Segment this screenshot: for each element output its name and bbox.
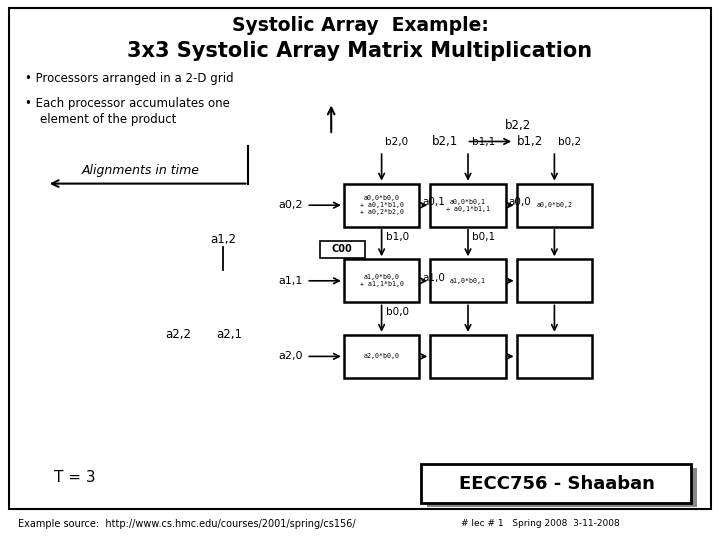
- Text: a1,0*b0,1: a1,0*b0,1: [450, 278, 486, 284]
- Text: a1,1: a1,1: [279, 276, 303, 286]
- Text: C00: C00: [332, 245, 353, 254]
- FancyBboxPatch shape: [517, 335, 593, 378]
- FancyBboxPatch shape: [517, 184, 593, 227]
- Text: a0,1: a0,1: [422, 197, 445, 207]
- Text: b2,1: b2,1: [432, 135, 458, 148]
- Text: Systolic Array  Example:: Systolic Array Example:: [232, 16, 488, 36]
- Text: b1,1: b1,1: [472, 137, 495, 147]
- Text: EECC756 - Shaaban: EECC756 - Shaaban: [459, 475, 654, 493]
- Text: • Processors arranged in a 2-D grid: • Processors arranged in a 2-D grid: [25, 72, 234, 85]
- FancyBboxPatch shape: [421, 464, 691, 503]
- Text: Example source:  http://www.cs.hmc.edu/courses/2001/spring/cs156/: Example source: http://www.cs.hmc.edu/co…: [18, 519, 356, 529]
- Text: element of the product: element of the product: [40, 113, 176, 126]
- FancyBboxPatch shape: [427, 468, 697, 507]
- Text: a2,2: a2,2: [166, 328, 192, 341]
- Text: a0,0*b0,0
+ a0,1*b1,0
+ a0,2*b2,0: a0,0*b0,0 + a0,1*b1,0 + a0,2*b2,0: [359, 195, 404, 215]
- FancyBboxPatch shape: [517, 259, 593, 302]
- Text: a2,1: a2,1: [216, 328, 242, 341]
- Text: a0,0*b0,2: a0,0*b0,2: [536, 202, 572, 208]
- Text: b1,2: b1,2: [517, 135, 543, 148]
- Text: T = 3: T = 3: [54, 470, 96, 485]
- Text: a1,0*b0,0
+ a1,1*b1,0: a1,0*b0,0 + a1,1*b1,0: [359, 274, 404, 287]
- Text: b1,0: b1,0: [386, 232, 409, 241]
- Text: # lec # 1   Spring 2008  3-11-2008: # lec # 1 Spring 2008 3-11-2008: [461, 519, 619, 528]
- FancyBboxPatch shape: [344, 259, 419, 302]
- FancyBboxPatch shape: [320, 241, 364, 258]
- FancyBboxPatch shape: [344, 335, 419, 378]
- Text: b2,0: b2,0: [385, 137, 408, 147]
- Text: a0,0: a0,0: [508, 197, 531, 207]
- Text: a2,0*b0,0: a2,0*b0,0: [364, 353, 400, 360]
- Text: b0,1: b0,1: [472, 232, 495, 241]
- FancyBboxPatch shape: [344, 184, 419, 227]
- FancyBboxPatch shape: [431, 335, 505, 378]
- Text: b0,2: b0,2: [558, 137, 581, 147]
- FancyBboxPatch shape: [431, 259, 505, 302]
- Text: b0,0: b0,0: [386, 307, 409, 317]
- FancyBboxPatch shape: [431, 184, 505, 227]
- Text: • Each processor accumulates one: • Each processor accumulates one: [25, 97, 230, 110]
- Text: a1,2: a1,2: [210, 233, 236, 246]
- FancyBboxPatch shape: [9, 8, 711, 509]
- Text: a0,2: a0,2: [278, 200, 303, 210]
- Text: a1,0: a1,0: [422, 273, 445, 282]
- Text: b2,2: b2,2: [505, 119, 531, 132]
- Text: a0,0*b0,1
+ a0,1*b1,1: a0,0*b0,1 + a0,1*b1,1: [446, 199, 490, 212]
- Text: a2,0: a2,0: [278, 352, 303, 361]
- Text: 3x3 Systolic Array Matrix Multiplication: 3x3 Systolic Array Matrix Multiplication: [127, 40, 593, 61]
- Text: Alignments in time: Alignments in time: [81, 164, 199, 177]
